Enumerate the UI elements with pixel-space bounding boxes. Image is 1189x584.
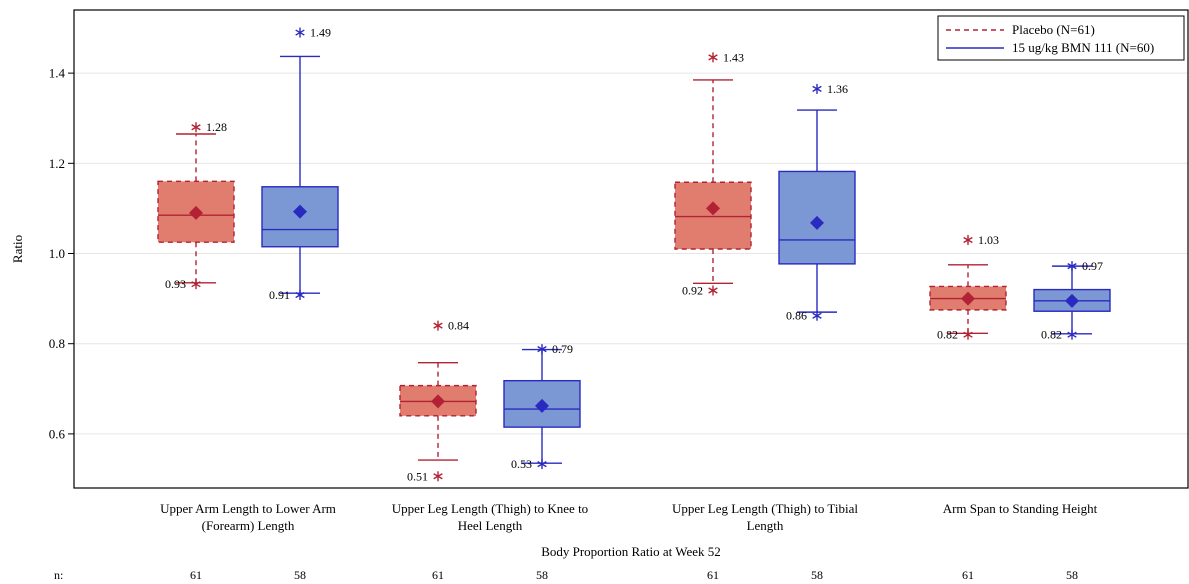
mean-marker xyxy=(293,204,307,219)
x-category-label: Upper Leg Length (Thigh) to Knee to xyxy=(392,501,588,516)
outlier-high-marker xyxy=(1067,261,1077,272)
n-count: 61 xyxy=(962,568,974,582)
outlier-high-label: 1.28 xyxy=(206,120,227,134)
outlier-low-label: 0.86 xyxy=(786,309,807,323)
outlier-low-label: 0.91 xyxy=(269,288,290,302)
mean-marker xyxy=(535,398,549,413)
n-count: 61 xyxy=(432,568,444,582)
y-tick-label: 0.8 xyxy=(49,336,65,351)
outlier-star-stroke xyxy=(812,85,822,93)
outlier-low-label: 0.53 xyxy=(511,457,532,471)
outlier-low-label: 0.82 xyxy=(937,328,958,342)
y-tick-label: 0.6 xyxy=(49,426,66,441)
legend-frame xyxy=(937,15,1185,61)
box-placebo-2: 1.43 0.92 xyxy=(674,50,752,297)
box-bmn111-2: 1.36 0.86 xyxy=(778,82,856,323)
outlier-high-label: 0.79 xyxy=(552,342,573,356)
x-category-label: Heel Length xyxy=(458,518,523,533)
outlier-high-label: 0.97 xyxy=(1082,259,1103,273)
outlier-star-stroke xyxy=(191,124,201,131)
outlier-high-label: 1.03 xyxy=(978,233,999,247)
x-axis-categories: Upper Arm Length to Lower Arm (Forearm) L… xyxy=(160,501,1098,533)
outlier-star-stroke xyxy=(963,331,973,338)
mean-marker xyxy=(706,201,720,216)
n-count: 58 xyxy=(294,568,306,582)
outlier-low-marker xyxy=(1067,329,1077,340)
x-axis-title: Body Proportion Ratio at Week 52 xyxy=(541,544,721,559)
x-category-label: Arm Span to Standing Height xyxy=(943,501,1098,516)
mean-marker xyxy=(431,394,445,409)
outlier-low-marker xyxy=(295,289,305,300)
outlier-star-stroke xyxy=(433,322,443,329)
outlier-star-stroke xyxy=(963,236,973,244)
box-bmn111-1: 0.79 0.53 xyxy=(503,342,581,471)
grid-lines xyxy=(74,72,1188,435)
outlier-low-label: 0.92 xyxy=(682,283,703,297)
n-count: 58 xyxy=(811,568,823,582)
legend: Placebo (N=61) 15 ug/kg BMN 111 (N=60) xyxy=(937,15,1185,61)
mean-marker xyxy=(1065,293,1079,308)
outlier-star-stroke xyxy=(1067,331,1077,338)
n-row-label: n: xyxy=(54,568,63,582)
x-category-label: Upper Leg Length (Thigh) to Tibial xyxy=(672,501,858,516)
y-axis: 0.6 0.8 1.0 1.2 1.4 xyxy=(49,66,74,441)
outlier-low-label: 0.93 xyxy=(165,277,186,291)
outlier-low-label: 0.51 xyxy=(407,469,428,483)
n-count: 58 xyxy=(536,568,548,582)
y-tick-label: 1.4 xyxy=(49,66,66,81)
outlier-high-label: 1.43 xyxy=(723,50,744,64)
outlier-low-marker xyxy=(812,310,822,321)
outlier-high-marker xyxy=(708,52,718,63)
x-category-label: Upper Arm Length to Lower Arm xyxy=(160,501,336,516)
outlier-high-marker xyxy=(537,344,547,355)
y-axis-title: Ratio xyxy=(10,235,25,263)
outlier-star-stroke xyxy=(295,291,305,299)
outlier-low-marker xyxy=(963,329,973,340)
outlier-star-stroke xyxy=(433,473,443,480)
outlier-high-label: 0.84 xyxy=(448,319,469,333)
outlier-star-stroke xyxy=(1067,263,1077,270)
n-count: 61 xyxy=(707,568,719,582)
box-placebo-3: 1.03 0.82 xyxy=(929,233,1007,342)
y-tick-label: 1.0 xyxy=(49,246,65,261)
outlier-high-marker xyxy=(433,320,443,331)
x-category-label: (Forearm) Length xyxy=(202,518,295,533)
mean-marker xyxy=(961,291,975,306)
outlier-star-stroke xyxy=(537,460,547,468)
outlier-low-marker xyxy=(191,279,201,290)
n-counts-row: 61 61 61 61 58 58 58 58 xyxy=(190,568,1078,582)
outlier-low-marker xyxy=(708,285,718,296)
outlier-high-marker xyxy=(295,27,305,38)
box-bmn111-3: 0.97 0.82 xyxy=(1033,259,1111,342)
x-category-label: Length xyxy=(747,518,784,533)
outlier-high-label: 1.36 xyxy=(827,82,848,96)
outlier-star-stroke xyxy=(537,346,547,353)
outlier-star-stroke xyxy=(191,281,201,288)
outlier-star-stroke xyxy=(295,29,305,36)
y-tick-label: 1.2 xyxy=(49,156,65,171)
boxes-layer: 1.28 0.93 0.84 0.51 1.43 0.92 1.03 0.82 1.49 0.91… xyxy=(157,26,1111,483)
outlier-star-stroke xyxy=(708,54,718,61)
outlier-low-label: 0.82 xyxy=(1041,328,1062,342)
mean-marker xyxy=(810,215,824,230)
outlier-star-stroke xyxy=(708,287,718,294)
outlier-high-label: 1.49 xyxy=(310,26,331,40)
outlier-high-marker xyxy=(191,122,201,133)
box-placebo-0: 1.28 0.93 xyxy=(157,120,235,291)
outlier-star-stroke xyxy=(812,312,822,319)
outlier-high-marker xyxy=(963,234,973,245)
outlier-low-marker xyxy=(433,471,443,482)
n-count: 61 xyxy=(190,568,202,582)
plot-area-frame xyxy=(73,9,1189,489)
mean-marker xyxy=(189,205,203,220)
iqr-box xyxy=(674,181,752,250)
outlier-high-marker xyxy=(812,83,822,94)
legend-label-placebo: Placebo (N=61) xyxy=(1012,22,1095,37)
box-placebo-1: 0.84 0.51 xyxy=(399,319,477,483)
legend-label-bmn111: 15 ug/kg BMN 111 (N=60) xyxy=(1012,40,1154,55)
outlier-low-marker xyxy=(537,459,547,470)
box-bmn111-0: 1.49 0.91 xyxy=(261,26,339,302)
n-count: 58 xyxy=(1066,568,1078,582)
